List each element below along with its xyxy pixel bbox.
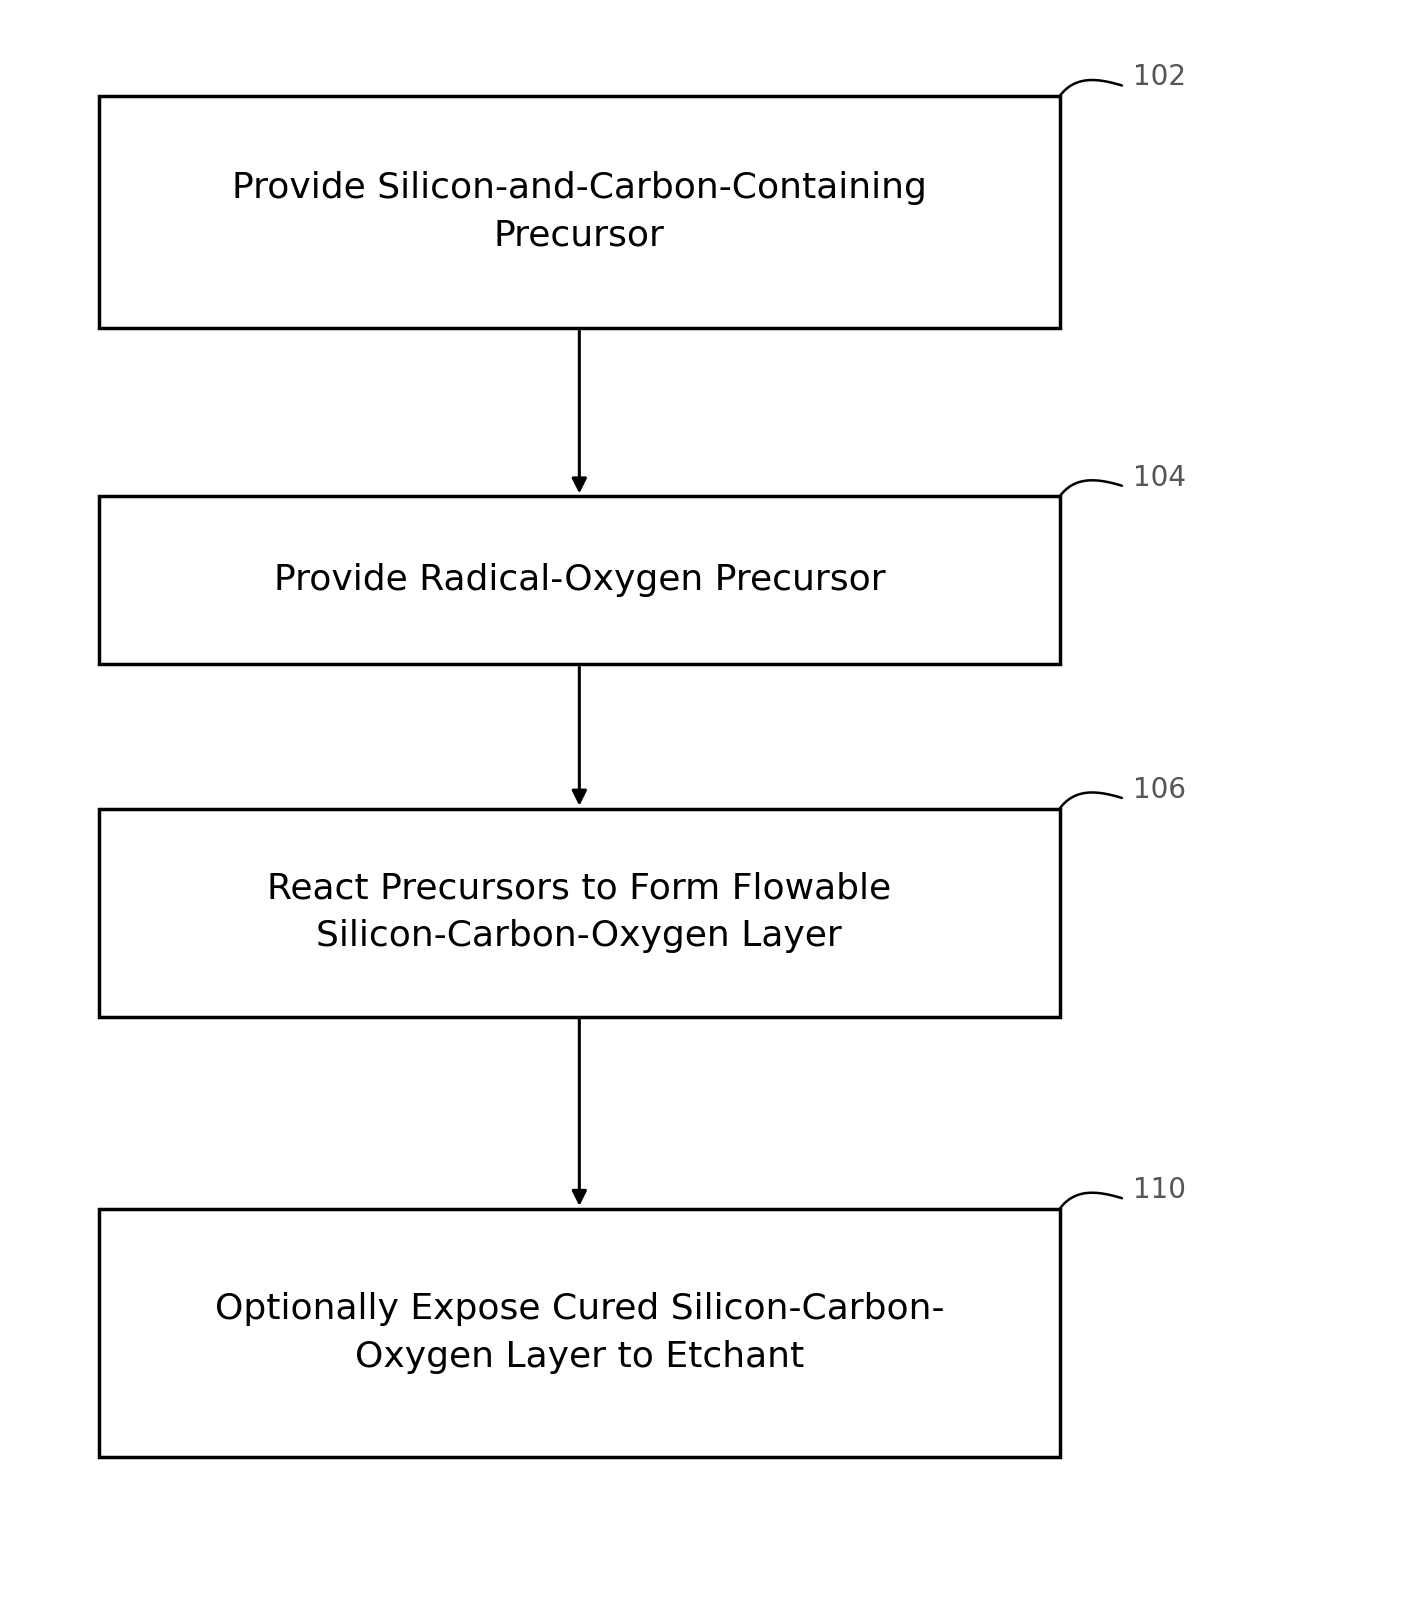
Text: Provide Silicon-and-Carbon-Containing
Precursor: Provide Silicon-and-Carbon-Containing Pr… bbox=[232, 171, 927, 253]
Bar bbox=[99, 1209, 1060, 1457]
Text: 104: 104 bbox=[1133, 464, 1187, 492]
Text: Optionally Expose Cured Silicon-Carbon-
Oxygen Layer to Etchant: Optionally Expose Cured Silicon-Carbon- … bbox=[215, 1292, 944, 1374]
Bar bbox=[99, 96, 1060, 328]
Text: 102: 102 bbox=[1133, 64, 1187, 91]
Text: 110: 110 bbox=[1133, 1177, 1187, 1204]
Text: React Precursors to Form Flowable
Silicon-Carbon-Oxygen Layer: React Precursors to Form Flowable Silico… bbox=[267, 873, 892, 953]
Bar bbox=[99, 809, 1060, 1017]
Text: Provide Radical-Oxygen Precursor: Provide Radical-Oxygen Precursor bbox=[274, 564, 885, 597]
Text: 106: 106 bbox=[1133, 776, 1187, 804]
Bar bbox=[99, 496, 1060, 664]
